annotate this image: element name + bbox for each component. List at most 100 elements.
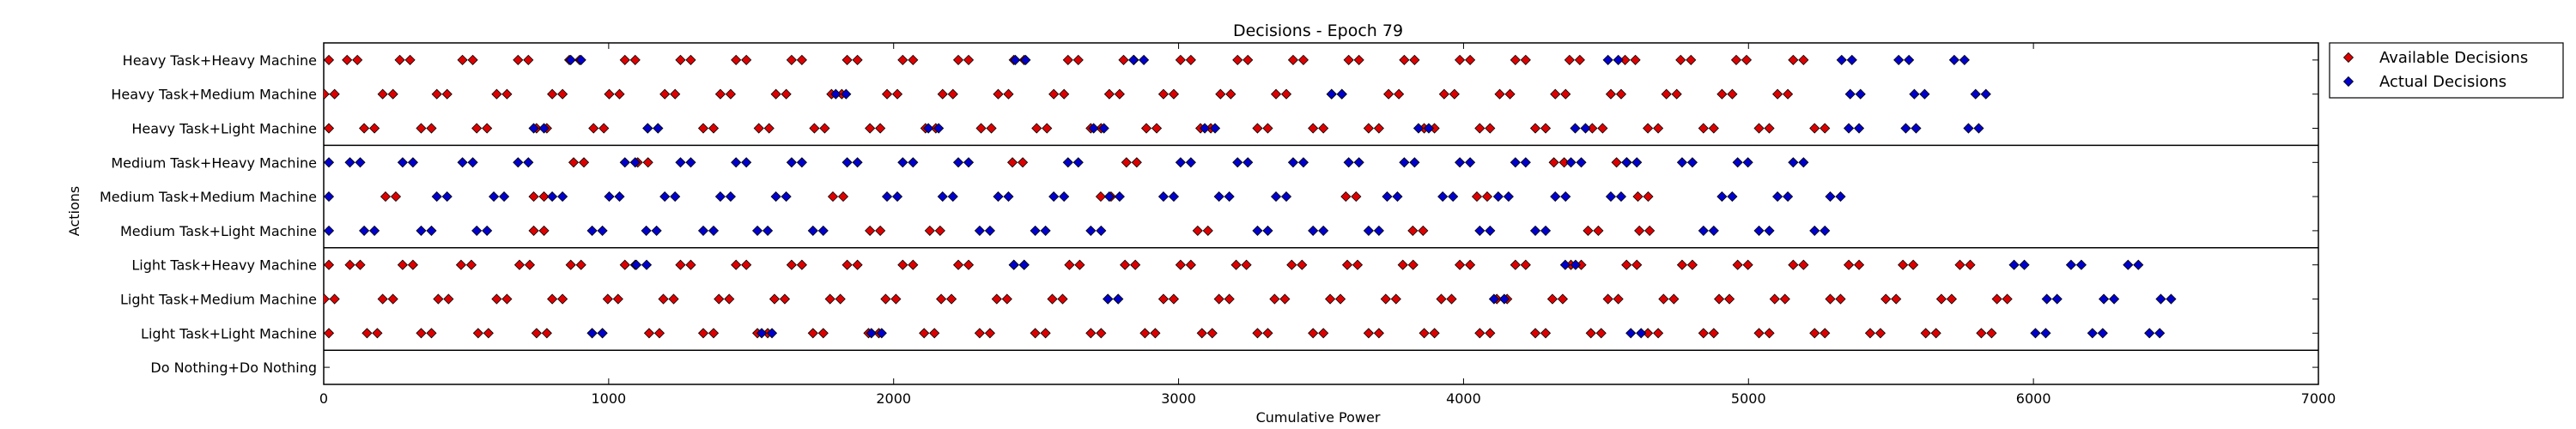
actual-decisions-point xyxy=(1753,225,1765,236)
actual-decisions-point xyxy=(1820,225,1831,236)
available-decisions-point xyxy=(1157,88,1170,100)
actual-decisions-point xyxy=(1139,54,1150,65)
available-decisions-point xyxy=(612,293,623,305)
available-decisions-point xyxy=(1072,54,1084,65)
available-decisions-point xyxy=(1908,259,1919,270)
available-decisions-point xyxy=(380,191,392,202)
available-decisions-point xyxy=(1631,259,1643,270)
actual-decisions-point xyxy=(1399,157,1410,168)
actual-decisions-point xyxy=(1175,157,1186,168)
available-decisions-point xyxy=(377,293,388,305)
available-decisions-point xyxy=(1520,259,1531,270)
available-decisions-point xyxy=(1864,328,1876,339)
actual-decisions-point xyxy=(1363,225,1374,236)
actual-decisions-point xyxy=(781,191,792,202)
y-tick-label: Light Task+Heavy Machine xyxy=(131,257,317,274)
actual-decisions-point xyxy=(1010,54,1021,65)
available-decisions-point xyxy=(491,293,502,305)
available-decisions-point xyxy=(1352,259,1364,270)
available-decisions-point xyxy=(817,328,829,339)
available-decisions-point xyxy=(1676,259,1688,270)
actual-decisions-point xyxy=(841,157,853,168)
available-decisions-point xyxy=(770,88,781,100)
actual-decisions-point xyxy=(489,191,500,202)
available-decisions-point xyxy=(1085,328,1097,339)
actual-decisions-point xyxy=(1318,225,1329,236)
actual-decisions-point xyxy=(1854,123,1865,134)
available-decisions-point xyxy=(714,88,726,100)
available-decisions-point xyxy=(1407,225,1419,236)
actual-decisions-point xyxy=(2051,293,2063,305)
actual-decisions-point xyxy=(1448,191,1459,202)
actual-decisions-point xyxy=(2144,328,2155,339)
available-decisions-point xyxy=(809,123,820,134)
actual-decisions-point xyxy=(1963,123,1974,134)
available-decisions-point xyxy=(547,88,558,100)
available-decisions-point xyxy=(1798,54,1809,65)
available-decisions-point xyxy=(1280,88,1292,100)
actual-decisions-point xyxy=(993,191,1004,202)
available-decisions-point xyxy=(1481,191,1493,202)
available-decisions-point xyxy=(1224,293,1235,305)
actual-decisions-point xyxy=(1904,54,1915,65)
actual-decisions-point xyxy=(897,157,908,168)
available-decisions-point xyxy=(1560,88,1571,100)
actual-decisions-point xyxy=(1676,157,1688,168)
actual-decisions-point xyxy=(1008,259,1019,270)
available-decisions-point xyxy=(361,328,373,339)
available-decisions-point xyxy=(1753,328,1765,339)
available-decisions-point xyxy=(1297,54,1309,65)
actual-decisions-point xyxy=(731,157,742,168)
y-tick-label: Medium Task+Light Machine xyxy=(120,223,317,239)
actual-decisions-point xyxy=(630,259,642,270)
available-decisions-point xyxy=(1059,88,1070,100)
available-decisions-point xyxy=(1854,259,1865,270)
available-decisions-point xyxy=(324,54,335,65)
actual-decisions-point xyxy=(651,225,662,236)
available-decisions-point xyxy=(1485,328,1496,339)
actual-decisions-point xyxy=(586,328,598,339)
actual-decisions-point xyxy=(416,225,427,236)
available-decisions-point xyxy=(1574,54,1585,65)
available-decisions-point xyxy=(471,123,483,134)
available-decisions-point xyxy=(1157,293,1170,305)
actual-decisions-point xyxy=(1893,54,1905,65)
actual-decisions-point xyxy=(866,328,877,339)
actual-decisions-point xyxy=(1048,191,1060,202)
available-decisions-point xyxy=(1325,293,1336,305)
available-decisions-point xyxy=(1118,54,1129,65)
available-decisions-point xyxy=(1409,54,1420,65)
actual-decisions-point xyxy=(786,157,797,168)
available-decisions-point xyxy=(946,293,957,305)
actual-decisions-point xyxy=(1570,259,1581,270)
actual-decisions-point xyxy=(1835,191,1846,202)
available-decisions-point xyxy=(1446,293,1457,305)
actual-decisions-point xyxy=(565,54,576,65)
actual-decisions-point xyxy=(1437,191,1449,202)
available-decisions-point xyxy=(390,191,402,202)
actual-decisions-point xyxy=(1510,157,1521,168)
available-decisions-point xyxy=(1585,328,1596,339)
available-decisions-point xyxy=(541,328,552,339)
available-decisions-point xyxy=(426,328,437,339)
available-decisions-point xyxy=(824,293,835,305)
available-decisions-point xyxy=(1394,88,1405,100)
actual-decisions-point xyxy=(1128,54,1139,65)
actual-decisions-point xyxy=(1498,293,1510,305)
available-decisions-point xyxy=(1474,328,1485,339)
available-decisions-point xyxy=(708,123,720,134)
available-decisions-point xyxy=(1891,293,1902,305)
available-decisions-point xyxy=(455,259,466,270)
available-decisions-point xyxy=(1583,225,1594,236)
available-decisions-point xyxy=(975,123,987,134)
available-decisions-point xyxy=(653,328,665,339)
available-decisions-point xyxy=(433,293,444,305)
actual-decisions-point xyxy=(1764,225,1775,236)
available-decisions-point xyxy=(1764,328,1775,339)
available-decisions-point xyxy=(1779,293,1790,305)
actual-decisions-point xyxy=(1732,157,1743,168)
actual-decisions-point xyxy=(1900,123,1911,134)
actual-decisions-point xyxy=(1540,225,1552,236)
available-decisions-point xyxy=(472,328,483,339)
actual-decisions-point xyxy=(547,191,558,202)
